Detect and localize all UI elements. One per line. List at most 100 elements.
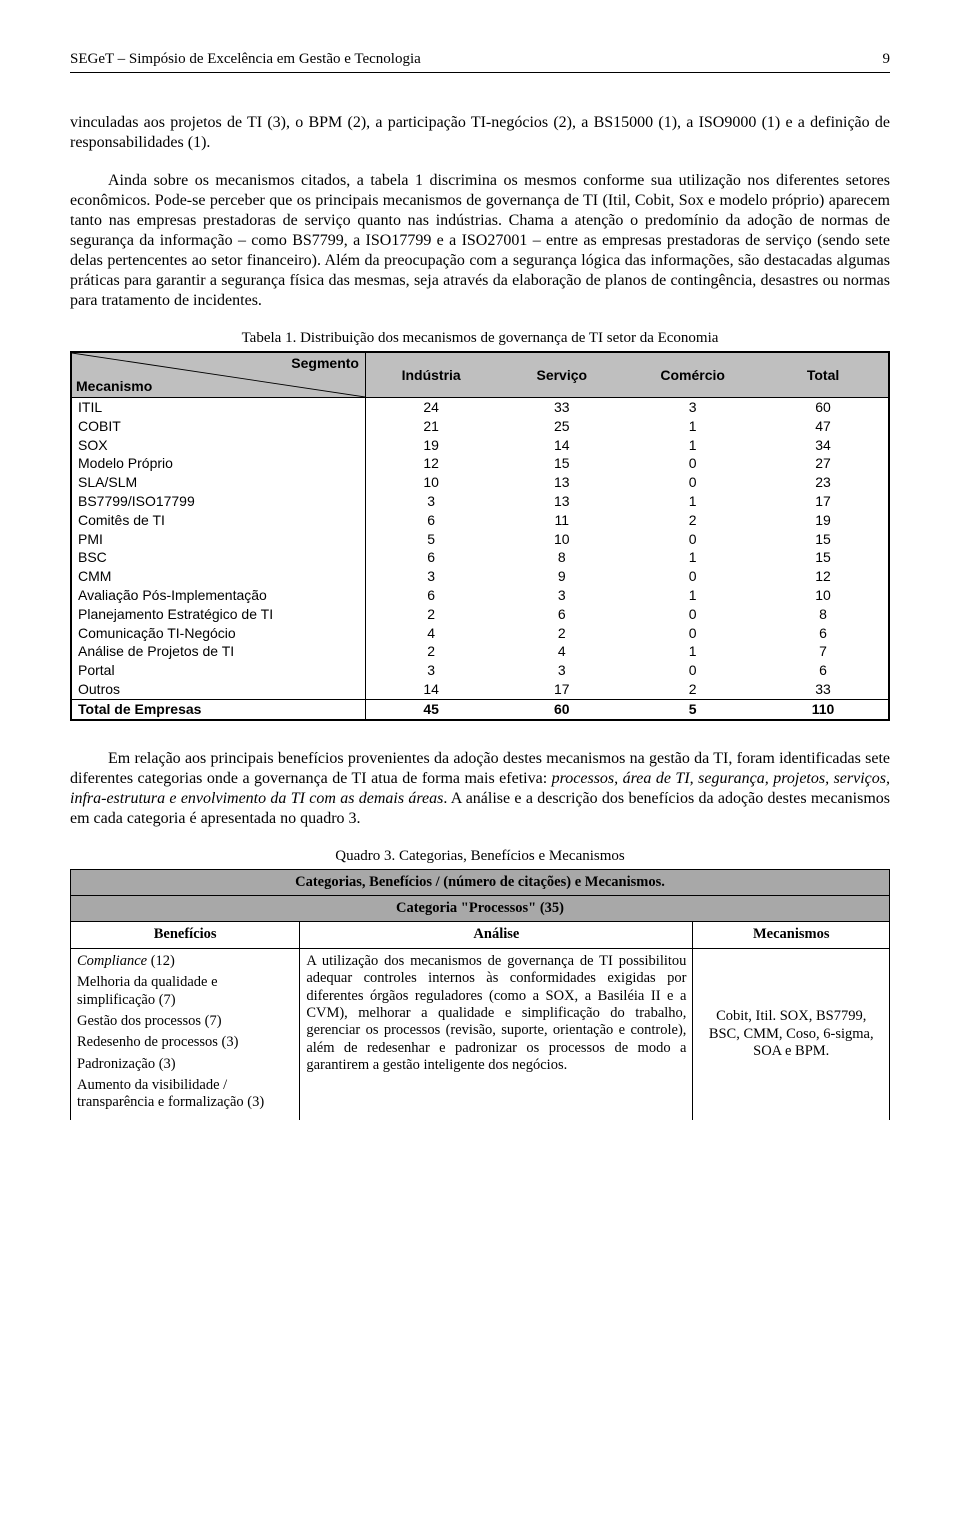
- mech-label: Outros: [71, 680, 365, 699]
- mech-value: 24: [365, 398, 496, 417]
- table1-diag-header: Segmento Mecanismo: [72, 353, 365, 397]
- mech-label: ITIL: [71, 398, 365, 417]
- mech-value: 3: [496, 661, 627, 680]
- col-comercio: Comércio: [627, 352, 758, 398]
- mech-value: 8: [496, 548, 627, 567]
- mech-value: 4: [496, 642, 627, 661]
- mech-value: 0: [627, 530, 758, 549]
- table-row: SOX1914134: [71, 436, 889, 455]
- benef-line: Gestão dos processos (7): [77, 1013, 293, 1030]
- mech-label: Planejamento Estratégico de TI: [71, 605, 365, 624]
- table-row: ITIL2433360: [71, 398, 889, 417]
- mech-value: 6: [758, 661, 889, 680]
- table1: Segmento Mecanismo Indústria Serviço Com…: [70, 351, 890, 721]
- mech-value: 15: [758, 530, 889, 549]
- mech-value: 1: [627, 586, 758, 605]
- mech-value: 17: [758, 492, 889, 511]
- mech-value: 1: [627, 436, 758, 455]
- q3-head-ana: Análise: [300, 922, 693, 948]
- diag-top-label: Segmento: [291, 355, 359, 372]
- mech-value: 0: [627, 567, 758, 586]
- mech-value: 5: [365, 530, 496, 549]
- mech-value: 3: [365, 567, 496, 586]
- mech-label: SOX: [71, 436, 365, 455]
- table-row: BS7799/ISO17799313117: [71, 492, 889, 511]
- diag-bottom-label: Mecanismo: [76, 378, 152, 395]
- mech-label: SLA/SLM: [71, 473, 365, 492]
- table-row: Outros1417233: [71, 680, 889, 699]
- quadro3-caption: Quadro 3. Categorias, Benefícios e Mecan…: [70, 847, 890, 865]
- running-header: SEGeT – Simpósio de Excelência em Gestão…: [70, 50, 890, 73]
- q3-analise-cell: A utilização dos mecanismos de governanç…: [300, 948, 693, 1120]
- mech-value: 47: [758, 417, 889, 436]
- table-row: SLA/SLM1013023: [71, 473, 889, 492]
- mech-value: 3: [627, 398, 758, 417]
- mech-value: 6: [758, 624, 889, 643]
- mech-value: 33: [758, 680, 889, 699]
- total-label: Total de Empresas: [71, 699, 365, 719]
- col-total: Total: [758, 352, 889, 398]
- mech-value: 8: [758, 605, 889, 624]
- mech-value: 10: [758, 586, 889, 605]
- mech-value: 10: [365, 473, 496, 492]
- mech-value: 1: [627, 417, 758, 436]
- benef-line: Melhoria da qualidade e simplificação (7…: [77, 974, 293, 1009]
- total-v3: 110: [758, 699, 889, 719]
- table-row: Análise de Projetos de TI2417: [71, 642, 889, 661]
- q3-mec-cell: Cobit, Itil. SOX, BS7799, BSC, CMM, Coso…: [693, 948, 890, 1120]
- mech-label: BSC: [71, 548, 365, 567]
- mech-label: CMM: [71, 567, 365, 586]
- total-v0: 45: [365, 699, 496, 719]
- benef-line: Compliance (12): [77, 953, 293, 970]
- mech-value: 1: [627, 492, 758, 511]
- table-row: Portal3306: [71, 661, 889, 680]
- mech-label: Comunicação TI-Negócio: [71, 624, 365, 643]
- paragraph-2: Ainda sobre os mecanismos citados, a tab…: [70, 171, 890, 311]
- q3-head-mec: Mecanismos: [693, 922, 890, 948]
- mech-value: 17: [496, 680, 627, 699]
- mech-value: 14: [496, 436, 627, 455]
- mech-label: Avaliação Pós-Implementação: [71, 586, 365, 605]
- mech-value: 0: [627, 473, 758, 492]
- q3-banner2: Categoria "Processos" (35): [71, 895, 890, 921]
- mech-value: 1: [627, 548, 758, 567]
- benef-line: Aumento da visibilidade / transparência …: [77, 1077, 293, 1112]
- table-row: Planejamento Estratégico de TI2608: [71, 605, 889, 624]
- mech-value: 34: [758, 436, 889, 455]
- table-row: Comunicação TI-Negócio4206: [71, 624, 889, 643]
- mech-value: 6: [496, 605, 627, 624]
- mech-value: 27: [758, 454, 889, 473]
- table-row: Avaliação Pós-Implementação63110: [71, 586, 889, 605]
- total-v1: 60: [496, 699, 627, 719]
- mech-value: 11: [496, 511, 627, 530]
- table-row: BSC68115: [71, 548, 889, 567]
- q3-benef-cell: Compliance (12) Melhoria da qualidade e s…: [71, 948, 300, 1120]
- mech-value: 2: [365, 605, 496, 624]
- mech-value: 0: [627, 661, 758, 680]
- mech-value: 2: [496, 624, 627, 643]
- mech-value: 19: [758, 511, 889, 530]
- mech-label: COBIT: [71, 417, 365, 436]
- mech-label: Análise de Projetos de TI: [71, 642, 365, 661]
- q3-head-ben: Benefícios: [71, 922, 300, 948]
- table-row: COBIT2125147: [71, 417, 889, 436]
- mech-value: 6: [365, 511, 496, 530]
- mech-value: 1: [627, 642, 758, 661]
- mech-value: 0: [627, 624, 758, 643]
- benef-line: Redesenho de processos (3): [77, 1034, 293, 1051]
- mech-value: 12: [758, 567, 889, 586]
- q3-banner1: Categorias, Benefícios / (número de cita…: [71, 869, 890, 895]
- paragraph-1: vinculadas aos projetos de TI (3), o BPM…: [70, 113, 890, 153]
- mech-value: 3: [365, 661, 496, 680]
- table-row: CMM39012: [71, 567, 889, 586]
- col-industria: Indústria: [365, 352, 496, 398]
- mech-value: 15: [758, 548, 889, 567]
- mech-value: 19: [365, 436, 496, 455]
- mech-value: 13: [496, 473, 627, 492]
- mech-value: 15: [496, 454, 627, 473]
- mech-label: Comitês de TI: [71, 511, 365, 530]
- mech-value: 3: [365, 492, 496, 511]
- mech-value: 13: [496, 492, 627, 511]
- table-row: Comitês de TI611219: [71, 511, 889, 530]
- page-number: 9: [883, 50, 891, 68]
